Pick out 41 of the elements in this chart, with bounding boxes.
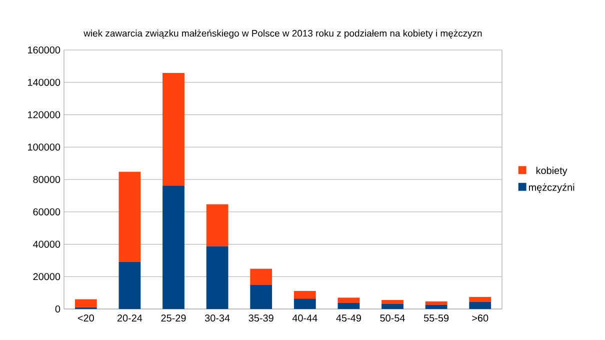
chart-title: wiek zawarcia związku małżeńskiego w Polsce w 2013 roku z podziałem na kobiety i mężczyzn (84, 30, 482, 39)
bar (338, 298, 360, 303)
x-tick-label: 20-24 (117, 314, 142, 322)
y-tick-label: 160000 (28, 46, 60, 54)
bar (74, 299, 97, 308)
x-tick-label: >60 (472, 314, 488, 322)
x-tick-label: 40-44 (292, 314, 318, 322)
x-tick-label: 55-59 (424, 314, 449, 322)
y-tick-label: 40000 (33, 240, 60, 248)
y-tick-label: 60000 (33, 208, 60, 216)
bar (425, 304, 448, 309)
x-tick-label: 45-49 (336, 314, 361, 322)
y-tick-label: 100000 (28, 144, 60, 151)
bar (294, 298, 316, 309)
bar (118, 172, 141, 262)
bar (250, 285, 272, 309)
y-tick-label: 20000 (33, 273, 60, 280)
x-tick-label: 30-34 (204, 314, 230, 322)
bar (469, 297, 492, 302)
x-tick-label: 35-39 (248, 314, 274, 322)
legend-label: mężczyźni (528, 183, 574, 193)
x-tick-label: <20 (78, 314, 94, 322)
x-tick-label: 50-54 (380, 314, 405, 322)
bar (162, 72, 184, 186)
bar (206, 246, 228, 309)
bar (338, 302, 360, 309)
y-tick-label: 120000 (28, 111, 60, 118)
bar (382, 304, 404, 309)
bar (469, 302, 492, 309)
bar (382, 300, 404, 304)
y-tick-label: 80000 (33, 176, 60, 184)
legend-label: kobiety (536, 166, 568, 176)
y-tick-label: 0 (55, 305, 60, 313)
bar (162, 186, 184, 309)
bar (250, 268, 272, 286)
bar (118, 262, 141, 309)
y-tick-label: 140000 (28, 78, 60, 86)
bar (425, 301, 448, 305)
bar (294, 291, 316, 299)
bar (206, 204, 228, 246)
x-tick-label: 25-29 (161, 314, 186, 322)
